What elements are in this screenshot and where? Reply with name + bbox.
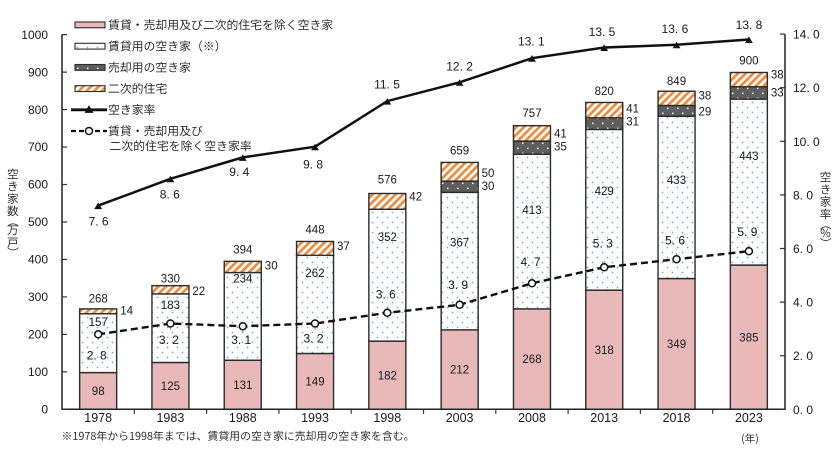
- svg-text:300: 300: [28, 290, 48, 304]
- svg-text:29: 29: [699, 106, 712, 118]
- svg-text:13. 8: 13. 8: [736, 18, 763, 32]
- svg-text:234: 234: [233, 274, 253, 286]
- svg-text:262: 262: [305, 268, 324, 280]
- svg-text:38: 38: [699, 90, 712, 102]
- svg-text:800: 800: [28, 103, 48, 117]
- svg-text:757: 757: [522, 108, 541, 120]
- svg-text:1998: 1998: [373, 411, 401, 425]
- svg-text:367: 367: [450, 238, 469, 250]
- svg-text:12. 0: 12. 0: [793, 81, 820, 95]
- svg-text:2003: 2003: [446, 411, 474, 425]
- svg-text:3. 1: 3. 1: [231, 333, 251, 347]
- svg-text:2018: 2018: [663, 411, 691, 425]
- svg-text:11. 5: 11. 5: [374, 78, 400, 92]
- svg-text:35: 35: [554, 142, 567, 154]
- svg-text:50: 50: [482, 168, 495, 180]
- svg-text:1988: 1988: [229, 411, 257, 425]
- svg-text:100: 100: [28, 365, 48, 379]
- svg-text:352: 352: [378, 232, 397, 244]
- svg-text:125: 125: [161, 381, 180, 393]
- svg-text:4. 7: 4. 7: [520, 255, 540, 269]
- svg-text:268: 268: [89, 294, 108, 306]
- svg-text:42: 42: [409, 192, 422, 204]
- svg-text:98: 98: [92, 386, 105, 398]
- svg-text:659: 659: [450, 146, 469, 158]
- svg-text:2013: 2013: [590, 411, 618, 425]
- svg-text:433: 433: [667, 175, 686, 187]
- svg-text:182: 182: [378, 370, 397, 382]
- svg-text:157: 157: [89, 317, 108, 329]
- svg-text:429: 429: [595, 186, 614, 198]
- svg-text:6. 0: 6. 0: [793, 242, 813, 256]
- svg-text:849: 849: [667, 76, 686, 88]
- svg-text:200: 200: [28, 328, 48, 342]
- svg-text:443: 443: [739, 151, 758, 163]
- svg-text:700: 700: [28, 140, 48, 154]
- svg-text:12. 2: 12. 2: [446, 60, 473, 74]
- svg-text:10. 0: 10. 0: [793, 135, 820, 149]
- svg-text:22: 22: [192, 286, 205, 298]
- svg-text:500: 500: [28, 215, 48, 229]
- svg-text:14: 14: [120, 306, 133, 318]
- svg-text:900: 900: [28, 65, 48, 79]
- svg-text:600: 600: [28, 178, 48, 192]
- svg-text:38: 38: [771, 70, 784, 82]
- svg-text:394: 394: [233, 244, 253, 256]
- svg-text:385: 385: [739, 332, 758, 344]
- svg-text:3. 9: 3. 9: [448, 278, 468, 292]
- svg-text:268: 268: [522, 354, 541, 366]
- svg-text:9. 8: 9. 8: [303, 157, 323, 171]
- svg-text:2008: 2008: [518, 411, 546, 425]
- svg-text:4. 0: 4. 0: [793, 296, 813, 310]
- svg-text:330: 330: [161, 274, 180, 286]
- svg-text:37: 37: [337, 241, 350, 253]
- svg-text:9. 4: 9. 4: [229, 165, 249, 179]
- svg-text:1983: 1983: [156, 411, 184, 425]
- svg-text:1978: 1978: [84, 411, 112, 425]
- svg-text:820: 820: [595, 86, 614, 98]
- svg-text:8. 6: 8. 6: [160, 187, 180, 201]
- svg-text:1000: 1000: [21, 28, 48, 42]
- svg-text:318: 318: [595, 345, 614, 357]
- svg-text:413: 413: [522, 205, 541, 217]
- svg-text:149: 149: [305, 377, 324, 389]
- svg-text:1993: 1993: [301, 411, 329, 425]
- svg-text:41: 41: [626, 104, 639, 116]
- svg-text:0: 0: [41, 403, 48, 417]
- svg-text:448: 448: [305, 225, 324, 237]
- svg-text:0. 0: 0. 0: [793, 403, 813, 417]
- svg-text:13. 5: 13. 5: [589, 25, 616, 39]
- svg-text:5. 9: 5. 9: [737, 225, 757, 239]
- svg-text:183: 183: [161, 300, 180, 312]
- svg-text:13. 6: 13. 6: [662, 22, 689, 36]
- svg-text:3. 6: 3. 6: [376, 287, 396, 301]
- svg-text:5. 6: 5. 6: [665, 234, 685, 248]
- svg-text:30: 30: [265, 260, 278, 272]
- svg-text:212: 212: [450, 365, 469, 377]
- svg-text:2. 0: 2. 0: [793, 349, 813, 363]
- svg-text:2023: 2023: [735, 411, 763, 425]
- svg-text:31: 31: [626, 116, 639, 128]
- svg-text:13. 1: 13. 1: [518, 34, 545, 48]
- svg-text:5. 3: 5. 3: [593, 237, 613, 251]
- svg-text:131: 131: [233, 380, 252, 392]
- svg-text:3. 2: 3. 2: [303, 332, 323, 346]
- svg-text:41: 41: [554, 129, 567, 141]
- svg-text:30: 30: [482, 181, 495, 193]
- svg-text:3. 2: 3. 2: [159, 333, 179, 347]
- svg-text:33: 33: [771, 88, 784, 100]
- svg-text:900: 900: [739, 56, 758, 68]
- svg-text:2. 8: 2. 8: [87, 349, 107, 363]
- svg-text:8. 0: 8. 0: [793, 188, 813, 202]
- svg-text:400: 400: [28, 253, 48, 267]
- svg-text:349: 349: [667, 339, 686, 351]
- svg-text:7. 6: 7. 6: [89, 215, 109, 229]
- svg-text:14. 0: 14. 0: [793, 28, 820, 42]
- svg-text:576: 576: [378, 175, 397, 187]
